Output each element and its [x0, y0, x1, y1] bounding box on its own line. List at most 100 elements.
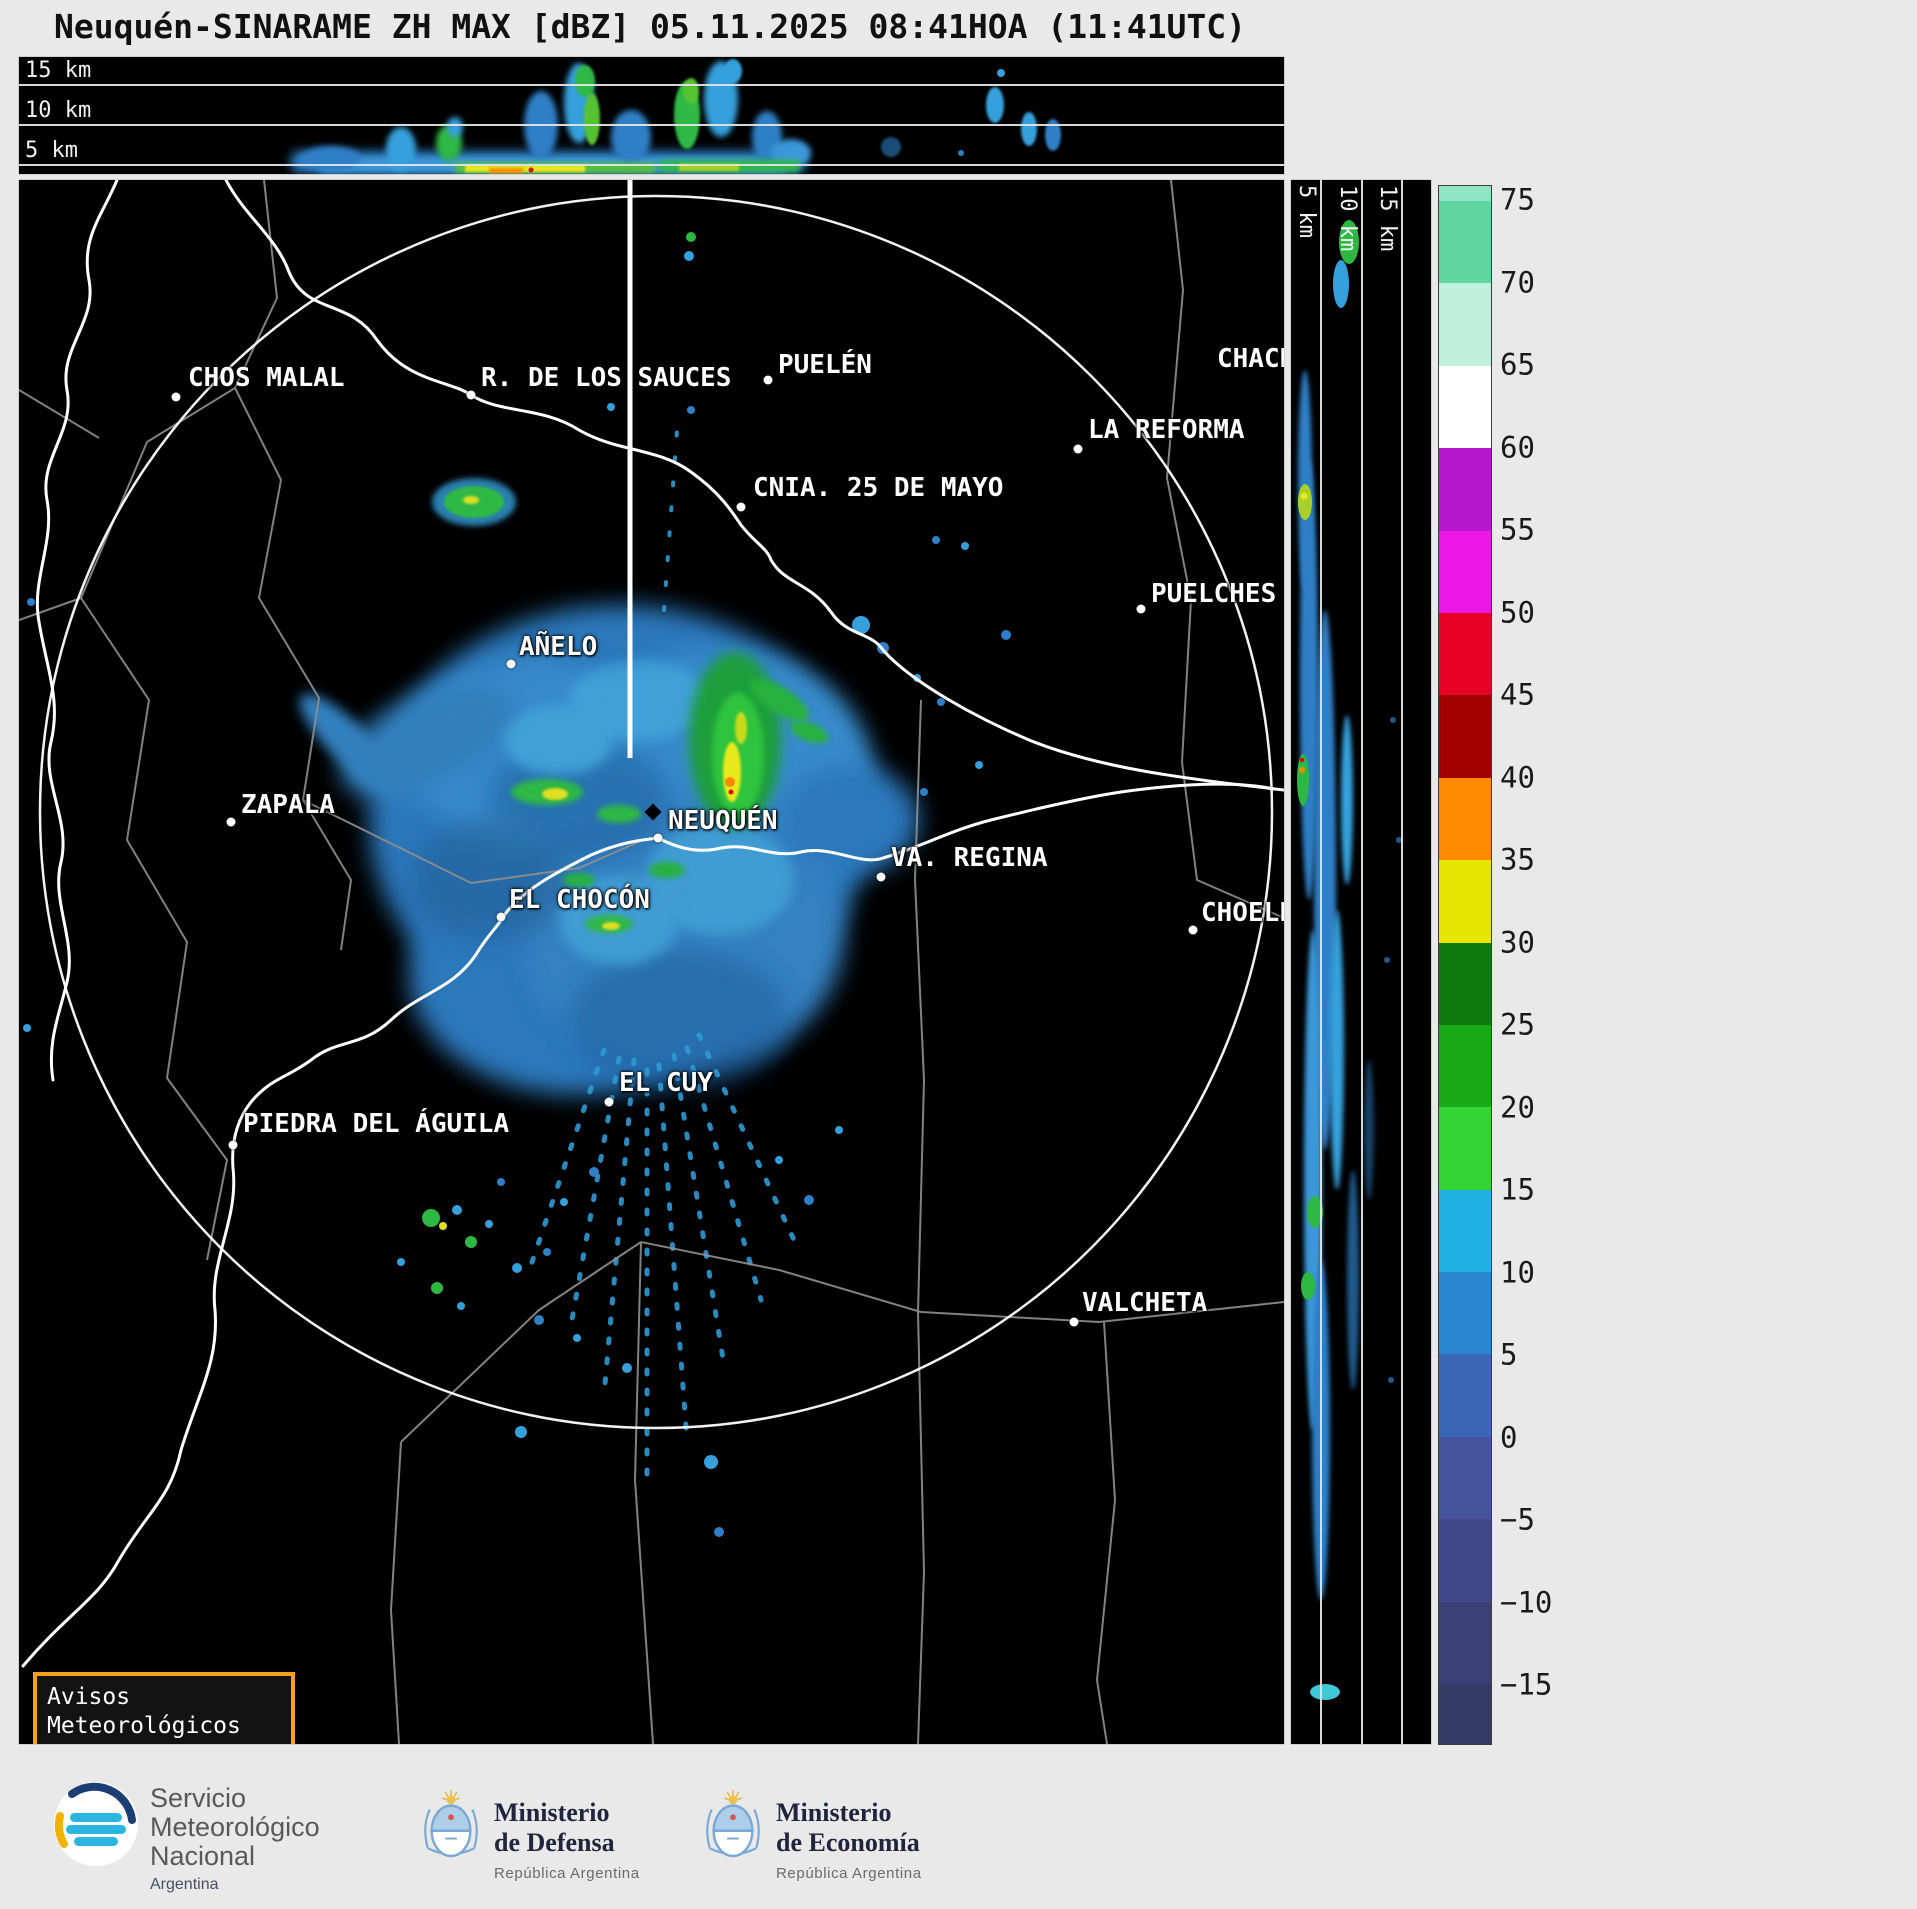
colorbar-tick-label: 50 — [1500, 594, 1535, 629]
smn-line2: Meteorológico — [150, 1812, 320, 1843]
colorbar-tick-label: 35 — [1500, 842, 1535, 877]
city-dot — [496, 912, 506, 922]
gridline-15km — [19, 84, 1284, 86]
colorbar — [1438, 185, 1492, 1745]
smn-logo-icon — [54, 1782, 138, 1866]
gridline-10km-v — [1361, 180, 1363, 1744]
colorbar-segment — [1439, 530, 1491, 613]
colorbar-tick-label: 65 — [1500, 347, 1535, 382]
colorbar-tick-label: 55 — [1500, 512, 1535, 547]
gridline-10km — [19, 124, 1284, 126]
city-label: CNIA. 25 DE MAYO — [753, 473, 1004, 503]
city-dot — [1073, 444, 1083, 454]
economia-wordmark: Ministerio de Economía República Argenti… — [776, 1798, 922, 1882]
colorbar-tick-label: 70 — [1500, 264, 1535, 299]
colorbar-segment — [1439, 1601, 1491, 1685]
city-dot — [171, 392, 181, 402]
smn-wordmark: Servicio Meteorológico Nacional Argentin… — [150, 1783, 320, 1894]
colorbar-segment — [1439, 448, 1491, 531]
colorbar-ticks: 75 70 65 60 55 50 45 40 35 30 25 20 15 10 5 0 −5 −10 −15 — [1500, 182, 1592, 1745]
rio-colorado — [224, 180, 1284, 792]
axis-label-10km-v: 10 km — [1335, 185, 1360, 252]
city-label: PIEDRA DEL ÁGUILA — [243, 1109, 510, 1139]
smn-country: Argentina — [150, 1876, 219, 1894]
city-dot — [1069, 1317, 1079, 1327]
city-dot — [466, 390, 476, 400]
colorbar-segment — [1439, 200, 1491, 284]
colorbar-tick-label: 30 — [1500, 924, 1535, 959]
notice-line1: Avisos Meteorológicos — [47, 1684, 241, 1739]
colorbar-segment — [1439, 365, 1491, 449]
colorbar-segment — [1439, 1107, 1491, 1190]
defensa-line2: de Defensa — [494, 1827, 615, 1857]
radar-map-panel: CHOS MALAL R. DE LOS SAUCES PUELÉN CHACH LA … — [18, 179, 1285, 1745]
colorbar-tick-label: 75 — [1500, 182, 1535, 217]
colorbar-segment — [1439, 1024, 1491, 1108]
colorbar-segment — [1439, 1189, 1491, 1273]
colorbar-segment — [1439, 777, 1491, 861]
gridline-15km-v — [1401, 180, 1403, 1744]
top-cross-section-graphics — [291, 59, 1061, 173]
colorbar-tick-label: 60 — [1500, 429, 1535, 464]
colorbar-segment — [1439, 695, 1491, 778]
radar-site-marker — [644, 803, 662, 821]
colorbar-tick-label: 15 — [1500, 1172, 1535, 1207]
city-label: ZAPALA — [241, 790, 335, 820]
radar-range-ring — [38, 194, 1274, 1430]
colorbar-tick-label: 40 — [1500, 759, 1535, 794]
colorbar-segment — [1439, 942, 1491, 1025]
city-dot — [876, 872, 886, 882]
colorbar-segment — [1439, 1519, 1491, 1602]
colorbar-tick-label: −15 — [1500, 1667, 1553, 1702]
axis-label-10km: 10 km — [25, 98, 92, 123]
cross-section-echoes — [1297, 220, 1402, 1700]
weather-warning-notice[interactable]: Avisos Meteorológicos a Muy Corto Plazo — [33, 1672, 295, 1744]
axis-label-15km: 15 km — [25, 58, 92, 83]
city-dot — [763, 375, 773, 385]
defensa-line1: Ministerio — [494, 1798, 610, 1827]
colorbar-segment — [1439, 1436, 1491, 1520]
colorbar-tick-label: 20 — [1500, 1089, 1535, 1124]
city-label: LA REFORMA — [1088, 415, 1245, 445]
city-dot — [736, 502, 746, 512]
colorbar-tick-label: 45 — [1500, 677, 1535, 712]
colorbar-segment — [1439, 612, 1491, 696]
rio-negro — [656, 782, 1276, 862]
gridline-5km — [19, 164, 1284, 166]
province-boundaries — [19, 180, 1284, 1744]
western-border — [35, 180, 119, 1082]
echo-mass-texture — [409, 660, 794, 1090]
colorbar-tick-label: 25 — [1500, 1007, 1535, 1042]
city-dot — [653, 833, 663, 843]
colorbar-tick-label: −10 — [1500, 1584, 1553, 1619]
smn-logo-block: Servicio Meteorológico Nacional Argentin… — [52, 1780, 452, 1893]
colorbar-segment — [1439, 860, 1491, 943]
economia-emblem-icon — [702, 1788, 764, 1862]
axis-label-5km-v: 5 km — [1294, 185, 1319, 238]
city-dot — [506, 659, 516, 669]
city-label: EL CHOCÓN — [509, 885, 650, 915]
defensa-sub: República Argentina — [494, 1864, 640, 1882]
colorbar-segment — [1439, 1684, 1491, 1744]
city-label: NEUQUÉN — [668, 806, 778, 836]
city-dot — [604, 1097, 614, 1107]
colorbar-tick-label: 0 — [1500, 1419, 1518, 1454]
colorbar-tick-label: 10 — [1500, 1254, 1535, 1289]
city-dot — [226, 817, 236, 827]
city-dot — [1188, 925, 1198, 935]
cross-section-echoes — [291, 59, 1061, 173]
city-label: AÑELO — [519, 632, 598, 662]
defensa-wordmark: Ministerio de Defensa República Argentin… — [494, 1798, 640, 1882]
defensa-emblem-icon — [420, 1788, 482, 1862]
ministry-economia-block: Ministerio de Economía República Argenti… — [702, 1788, 982, 1882]
colorbar-segments — [1438, 185, 1492, 1745]
colorbar-tick-label: 5 — [1500, 1337, 1518, 1372]
city-label: R. DE LOS SAUCES — [481, 363, 732, 393]
colorbar-segment — [1439, 186, 1491, 201]
city-dot — [1136, 604, 1146, 614]
city-label: EL CUY — [619, 1068, 713, 1098]
smn-line3: Nacional — [150, 1841, 256, 1872]
city-dot — [228, 1140, 238, 1150]
economia-sub: República Argentina — [776, 1864, 922, 1882]
city-label: VA. REGINA — [891, 843, 1048, 873]
